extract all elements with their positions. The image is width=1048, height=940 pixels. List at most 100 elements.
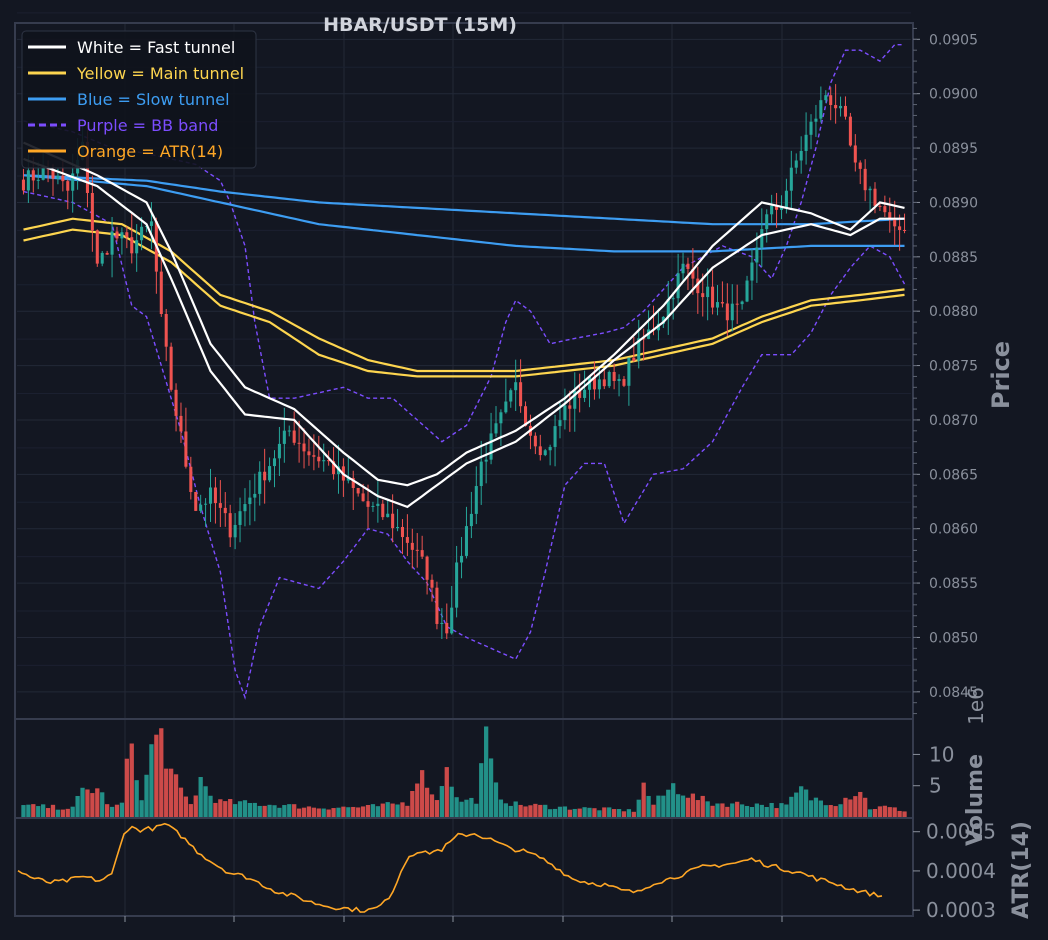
- volume-bar: [321, 808, 326, 817]
- atr-tick-label: 0.0004: [926, 859, 996, 883]
- candle-body: [553, 426, 557, 447]
- volume-bar: [705, 801, 710, 817]
- candle-body: [282, 430, 286, 444]
- volume-bar: [26, 804, 31, 817]
- candle-body: [666, 299, 670, 317]
- candle-body: [277, 443, 281, 459]
- legend-label-bb: Purple = BB band: [77, 116, 218, 135]
- legend-label-main: Yellow = Main tunnel: [76, 64, 244, 83]
- candle-body: [31, 170, 35, 181]
- candle-body: [361, 493, 365, 502]
- candle-body: [514, 382, 518, 391]
- volume-bar: [552, 808, 558, 817]
- candle-body: [71, 173, 75, 191]
- volume-bar: [193, 795, 198, 817]
- volume-bar: [897, 810, 902, 817]
- candle-body: [455, 562, 459, 608]
- volume-bar: [528, 805, 533, 817]
- candle-body: [445, 622, 449, 634]
- atr-axis-label: ATR(14): [1009, 821, 1034, 919]
- price-tick-label: 0.0870: [929, 413, 978, 429]
- price-tick-label: 0.0865: [929, 467, 978, 483]
- candle-body: [307, 451, 311, 456]
- candle-body: [568, 405, 572, 409]
- candle-body: [194, 491, 198, 511]
- candle-body: [120, 232, 124, 239]
- candle-body: [396, 526, 400, 529]
- candle-body: [750, 262, 754, 281]
- volume-bar: [636, 799, 641, 817]
- volume-bar: [597, 810, 602, 817]
- volume-bar: [508, 805, 513, 817]
- candle-body: [346, 478, 350, 481]
- volume-bar: [626, 809, 632, 817]
- volume-bar: [36, 806, 41, 817]
- candle-body: [671, 298, 675, 300]
- atr-panel: [17, 822, 883, 913]
- volume-bar: [198, 777, 203, 817]
- candle-body: [725, 303, 729, 321]
- volume-bar: [164, 768, 169, 817]
- candle-body: [597, 379, 601, 390]
- volume-bar: [134, 780, 139, 817]
- volume-bar: [602, 807, 607, 817]
- volume-bar: [257, 805, 262, 817]
- volume-bar: [336, 807, 341, 817]
- candle-body: [632, 357, 636, 361]
- candle-body: [543, 450, 547, 456]
- volume-bar: [828, 805, 833, 817]
- volume-bar: [710, 805, 715, 817]
- main-tunnel-lower-line: [23, 228, 905, 378]
- candle-body: [765, 214, 769, 230]
- price-tick-label: 0.0895: [929, 141, 978, 157]
- volume-bar: [808, 800, 814, 817]
- candle-body: [573, 390, 577, 409]
- candle-body: [863, 168, 867, 191]
- volume-bar: [183, 796, 189, 817]
- volume-bar: [818, 800, 823, 817]
- volume-bar: [498, 799, 504, 817]
- candle-body: [499, 412, 503, 424]
- volume-bar: [60, 809, 65, 817]
- volume-bar: [700, 795, 705, 817]
- candle-body: [376, 503, 380, 506]
- candle-body: [332, 461, 336, 475]
- volume-bar: [95, 788, 100, 817]
- volume-bar: [616, 809, 622, 817]
- volume-bar: [439, 786, 444, 817]
- volume-bar: [557, 806, 563, 817]
- volume-bar: [267, 804, 272, 817]
- volume-tick-label: 5: [929, 774, 942, 798]
- volume-bar: [833, 806, 838, 817]
- volume-bar: [774, 808, 779, 817]
- candle-body: [327, 460, 331, 462]
- volume-bar: [356, 807, 361, 817]
- candle-body: [524, 406, 528, 426]
- volume-bar: [715, 803, 720, 817]
- volume-bar: [75, 795, 80, 817]
- candle-body: [36, 179, 40, 181]
- volume-bar: [21, 805, 26, 817]
- candle-body: [484, 459, 488, 462]
- volume-bar: [887, 807, 892, 817]
- candle-body: [189, 466, 193, 492]
- volume-bar: [656, 795, 661, 817]
- volume-bar: [690, 793, 696, 817]
- volume-bar: [434, 800, 440, 817]
- volume-bar: [65, 808, 70, 817]
- volume-bar: [744, 805, 750, 817]
- candle-body: [770, 205, 774, 215]
- price-tick-label: 0.0875: [929, 359, 978, 375]
- volume-bar: [223, 801, 228, 817]
- volume-bar: [415, 783, 420, 817]
- candle-body: [494, 423, 498, 434]
- candle-body: [834, 105, 838, 109]
- price-tick-label: 0.0890: [929, 195, 978, 211]
- candle-body: [149, 221, 153, 226]
- volume-bar: [725, 806, 730, 817]
- candle-body: [775, 205, 779, 210]
- volume-tick-label: 10: [929, 742, 954, 766]
- candle-body: [184, 431, 188, 467]
- candle-body: [272, 458, 277, 467]
- candle-body: [893, 218, 897, 227]
